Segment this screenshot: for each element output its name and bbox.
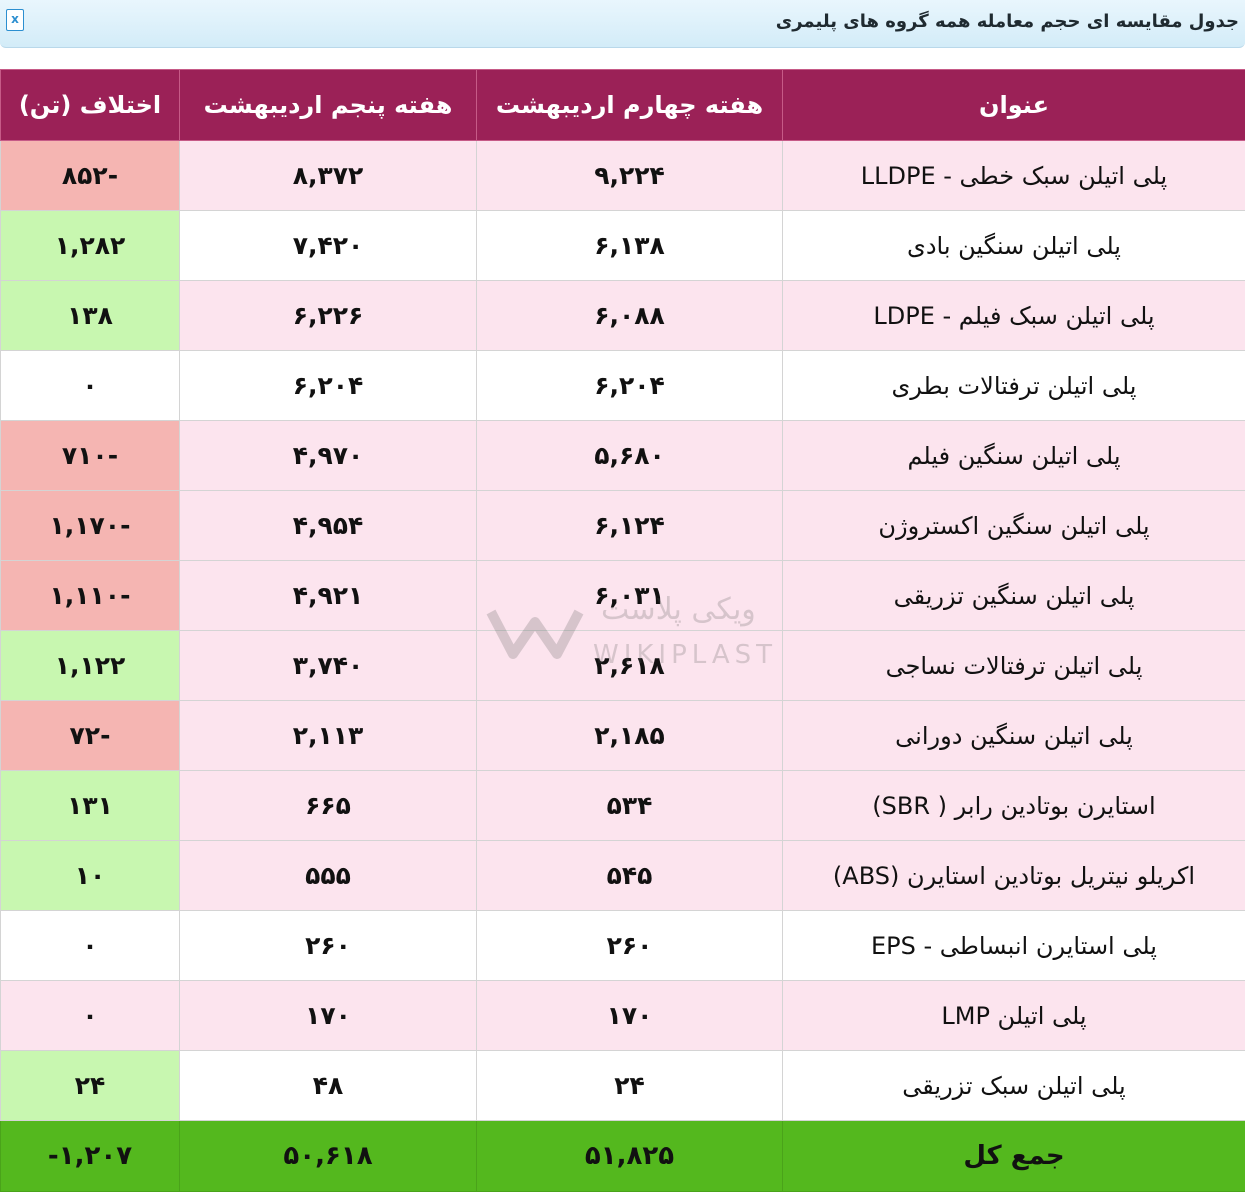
row-week5-value: ۶,۲۰۴ [179, 350, 477, 421]
table-row: پلی اتیلن سنگین دورانی ۲,۱۸۵ ۲,۱۱۳ -۷۲ [0, 700, 1245, 771]
table-row: اکریلو نیتریل بوتادین استایرن (ABS) ۵۴۵ ۵۵… [0, 840, 1245, 911]
row-week5-value: ۶,۲۲۶ [179, 280, 477, 351]
row-title: پلی اتیلن ترفتالات بطری [782, 350, 1245, 421]
row-week4-value: ۶,۱۳۸ [476, 210, 783, 281]
row-diff-value: -۱,۱۷۰ [0, 490, 180, 561]
row-week4-value: ۶,۰۳۱ [476, 560, 783, 631]
row-week5-value: ۱۷۰ [179, 980, 477, 1051]
row-diff-value: ۰ [0, 910, 180, 981]
table-row: پلی اتیلن سبک خطی - LLDPE ۹,۲۲۴ ۸,۳۷۲ -۸۵۲ [0, 140, 1245, 211]
row-title: پلی اتیلن سنگین اکستروژن [782, 490, 1245, 561]
table-row: پلی اتیلن سنگین اکستروژن ۶,۱۲۴ ۴,۹۵۴ -۱,۱۷۰ [0, 490, 1245, 561]
row-week4-value: ۶,۲۰۴ [476, 350, 783, 421]
row-diff-value: ۱۰ [0, 840, 180, 911]
row-diff-value: ۱,۱۲۲ [0, 630, 180, 701]
row-title: پلی اتیلن LMP [782, 980, 1245, 1051]
row-diff-value: -۸۵۲ [0, 140, 180, 211]
header-week5: هفته پنجم اردیبهشت [179, 69, 477, 141]
row-week4-value: ۲,۱۸۵ [476, 700, 783, 771]
row-diff-value: ۱۳۱ [0, 770, 180, 841]
row-title: پلی اتیلن سبک فیلم - LDPE [782, 280, 1245, 351]
page-title: جدول مقایسه ای حجم معامله همه گروه های پ… [775, 11, 1239, 32]
row-week5-value: ۸,۳۷۲ [179, 140, 477, 211]
row-week4-value: ۶,۰۸۸ [476, 280, 783, 351]
row-diff-value: -۷۱۰ [0, 420, 180, 491]
row-diff-value: ۱۳۸ [0, 280, 180, 351]
row-title: پلی اتیلن سنگین بادی [782, 210, 1245, 281]
table-row: پلی اتیلن سنگین فیلم ۵,۶۸۰ ۴,۹۷۰ -۷۱۰ [0, 420, 1245, 491]
row-week5-value: ۳,۷۴۰ [179, 630, 477, 701]
row-week5-value: ۴,۹۵۴ [179, 490, 477, 561]
table-row: پلی اتیلن ترفتالات نساجی ۲,۶۱۸ ۳,۷۴۰ ۱,۱۲۲ [0, 630, 1245, 701]
row-diff-value: -۷۲ [0, 700, 180, 771]
row-title: پلی استایرن انبساطی - EPS [782, 910, 1245, 981]
row-title: پلی اتیلن سبک خطی - LLDPE [782, 140, 1245, 211]
row-diff-value: -۱,۱۱۰ [0, 560, 180, 631]
total-diff-value: ۱,۲۰۷- [0, 1120, 180, 1192]
row-week5-value: ۲,۱۱۳ [179, 700, 477, 771]
table-row: پلی اتیلن LMP ۱۷۰ ۱۷۰ ۰ [0, 980, 1245, 1051]
row-week5-value: ۴,۹۷۰ [179, 420, 477, 491]
row-diff-value: ۰ [0, 980, 180, 1051]
header-diff: اختلاف (تن) [0, 69, 180, 141]
comparison-table: عنوان هفته چهارم اردیبهشت هفته پنجم اردی… [0, 69, 1245, 1192]
row-week5-value: ۶۶۵ [179, 770, 477, 841]
excel-file-icon: x [6, 9, 24, 31]
table-header-row: عنوان هفته چهارم اردیبهشت هفته پنجم اردی… [0, 69, 1245, 141]
title-bar: x جدول مقایسه ای حجم معامله همه گروه های… [0, 0, 1245, 48]
table-row: پلی استایرن انبساطی - EPS ۲۶۰ ۲۶۰ ۰ [0, 910, 1245, 981]
row-title: استایرن بوتادین رابر ( SBR) [782, 770, 1245, 841]
row-week4-value: ۱۷۰ [476, 980, 783, 1051]
row-title: پلی اتیلن سنگین دورانی [782, 700, 1245, 771]
table-row: استایرن بوتادین رابر ( SBR) ۵۳۴ ۶۶۵ ۱۳۱ [0, 770, 1245, 841]
row-diff-value: ۰ [0, 350, 180, 421]
row-title: پلی اتیلن سنگین فیلم [782, 420, 1245, 491]
row-week5-value: ۴۸ [179, 1050, 477, 1121]
row-title: پلی اتیلن ترفتالات نساجی [782, 630, 1245, 701]
header-title: عنوان [782, 69, 1245, 141]
row-title: پلی اتیلن سنگین تزریقی [782, 560, 1245, 631]
table-row: پلی اتیلن سنگین بادی ۶,۱۳۸ ۷,۴۲۰ ۱,۲۸۲ [0, 210, 1245, 281]
total-week5-value: ۵۰,۶۱۸ [179, 1120, 477, 1192]
row-week4-value: ۶,۱۲۴ [476, 490, 783, 561]
total-row: جمع کل ۵۱,۸۲۵ ۵۰,۶۱۸ ۱,۲۰۷- [0, 1120, 1245, 1192]
table-row: پلی اتیلن سنگین تزریقی ۶,۰۳۱ ۴,۹۲۱ -۱,۱۱۰ [0, 560, 1245, 631]
row-week5-value: ۵۵۵ [179, 840, 477, 911]
row-week4-value: ۹,۲۲۴ [476, 140, 783, 211]
row-week4-value: ۵,۶۸۰ [476, 420, 783, 491]
row-week4-value: ۵۳۴ [476, 770, 783, 841]
row-week4-value: ۵۴۵ [476, 840, 783, 911]
total-title: جمع کل [782, 1120, 1245, 1192]
row-week4-value: ۲,۶۱۸ [476, 630, 783, 701]
table-row: پلی اتیلن ترفتالات بطری ۶,۲۰۴ ۶,۲۰۴ ۰ [0, 350, 1245, 421]
row-title: پلی اتیلن سبک تزریقی [782, 1050, 1245, 1121]
row-title: اکریلو نیتریل بوتادین استایرن (ABS) [782, 840, 1245, 911]
row-week5-value: ۴,۹۲۱ [179, 560, 477, 631]
row-diff-value: ۱,۲۸۲ [0, 210, 180, 281]
row-week4-value: ۲۴ [476, 1050, 783, 1121]
row-week5-value: ۷,۴۲۰ [179, 210, 477, 281]
table-row: پلی اتیلن سبک تزریقی ۲۴ ۴۸ ۲۴ [0, 1050, 1245, 1121]
total-week4-value: ۵۱,۸۲۵ [476, 1120, 783, 1192]
header-week4: هفته چهارم اردیبهشت [476, 69, 783, 141]
row-week4-value: ۲۶۰ [476, 910, 783, 981]
row-week5-value: ۲۶۰ [179, 910, 477, 981]
row-diff-value: ۲۴ [0, 1050, 180, 1121]
table-row: پلی اتیلن سبک فیلم - LDPE ۶,۰۸۸ ۶,۲۲۶ ۱۳۸ [0, 280, 1245, 351]
